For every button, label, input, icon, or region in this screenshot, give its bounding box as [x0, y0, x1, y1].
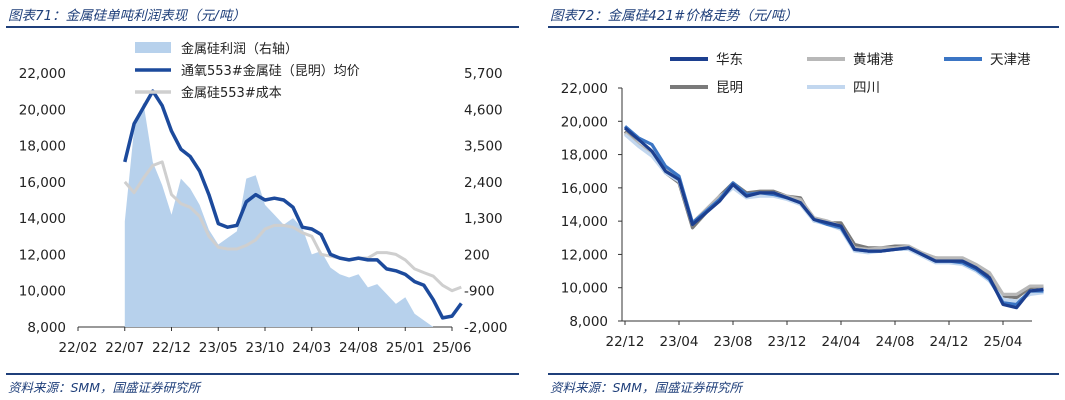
y-tick-label: 14,000 — [561, 214, 608, 230]
x-tick-label: 22/02 — [59, 340, 98, 356]
y-right-tick-label: 1,300 — [464, 211, 503, 227]
price-line-0 — [623, 126, 1044, 310]
x-tick-label: 23/08 — [714, 334, 753, 350]
y-tick-label: 22,000 — [561, 81, 608, 97]
y-tick-label: 16,000 — [561, 181, 608, 197]
chart-source: 资料来源：SMM，国盛证券研究所 — [8, 380, 201, 395]
y-tick-label: 18,000 — [561, 148, 608, 164]
x-tick-label: 23/10 — [246, 340, 285, 356]
y-left-tick-label: 8,000 — [27, 320, 66, 336]
chart-panel-profit: 图表71：金属硅单吨利润表现（元/吨） 22/02 22/07 22/12 23/05… — [0, 0, 525, 400]
legend-label: 天津港 — [990, 52, 1031, 68]
y-right-tick-label: 200 — [464, 247, 490, 263]
chart-panel-price: 图表72：金属硅421#价格走势（元/吨） 22,000 20,000 18,000… — [542, 0, 1065, 400]
x-tick-label: 22/07 — [105, 340, 144, 356]
title-rule — [548, 26, 1059, 28]
y-left-tick-label: 10,000 — [19, 284, 66, 300]
x-tick-label: 24/08 — [876, 334, 915, 350]
y-right-tick-label: -900 — [464, 284, 495, 300]
legend-label: 通氧553#金属硅（昆明）均价 — [181, 63, 360, 79]
x-tick-label: 23/04 — [660, 334, 699, 350]
x-tick-label: 24/12 — [930, 334, 969, 350]
profit-area — [124, 102, 462, 327]
y-left-tick-label: 14,000 — [19, 211, 66, 227]
chart-source: 资料来源：SMM，国盛证券研究所 — [550, 380, 743, 395]
x-tick-label: 24/08 — [339, 340, 378, 356]
y-right-tick-label: 4,600 — [464, 102, 503, 118]
price-chart-svg: 22,000 20,000 18,000 16,000 14,000 12,000 10,0… — [561, 52, 1044, 350]
y-right-tick-label: 2,400 — [464, 175, 503, 191]
y-right-tick-label: 3,500 — [464, 139, 503, 155]
x-tick-label: 25/06 — [433, 340, 472, 356]
x-tick-label: 25/04 — [984, 334, 1023, 350]
legend-label: 金属硅553#成本 — [181, 85, 282, 101]
price-line-4 — [623, 133, 1044, 303]
legend-swatch — [135, 42, 171, 53]
price-line — [123, 89, 463, 320]
profit-chart-svg: 22/02 22/07 22/12 23/05 23/10 24/03 24/08 25/01… — [19, 41, 508, 356]
legend-label: 昆明 — [716, 80, 743, 96]
source-rule — [6, 373, 519, 375]
y-tick-label: 10,000 — [561, 281, 608, 297]
legend-label: 华东 — [716, 52, 743, 68]
y-tick-label: 20,000 — [561, 114, 608, 130]
legend-label: 金属硅利润（右轴） — [181, 41, 298, 57]
y-right-tick-label: -2,000 — [464, 320, 508, 336]
x-tick-label: 23/12 — [768, 334, 807, 350]
x-tick-label: 23/05 — [199, 340, 238, 356]
chart-title: 图表71：金属硅单吨利润表现（元/吨） — [8, 8, 246, 24]
source-rule — [548, 373, 1059, 375]
y-left-tick-label: 22,000 — [19, 66, 66, 82]
legend-label: 四川 — [853, 80, 880, 96]
x-tick-label: 24/04 — [822, 334, 861, 350]
title-rule — [6, 26, 519, 28]
x-tick-label: 22/12 — [152, 340, 191, 356]
x-tick-label: 22/12 — [606, 334, 645, 350]
x-tick-label: 25/01 — [386, 340, 425, 356]
legend-label: 黄埔港 — [853, 52, 894, 68]
y-left-tick-label: 16,000 — [19, 175, 66, 191]
y-left-tick-label: 20,000 — [19, 102, 66, 118]
y-left-tick-label: 12,000 — [19, 247, 66, 263]
y-right-tick-label: 5,700 — [464, 66, 503, 82]
y-left-tick-label: 18,000 — [19, 139, 66, 155]
x-tick-label: 24/03 — [292, 340, 331, 356]
chart-title: 图表72：金属硅421#价格走势（元/吨） — [550, 8, 798, 24]
y-tick-label: 8,000 — [569, 314, 608, 330]
cost-line — [123, 160, 462, 293]
y-tick-label: 12,000 — [561, 247, 608, 263]
